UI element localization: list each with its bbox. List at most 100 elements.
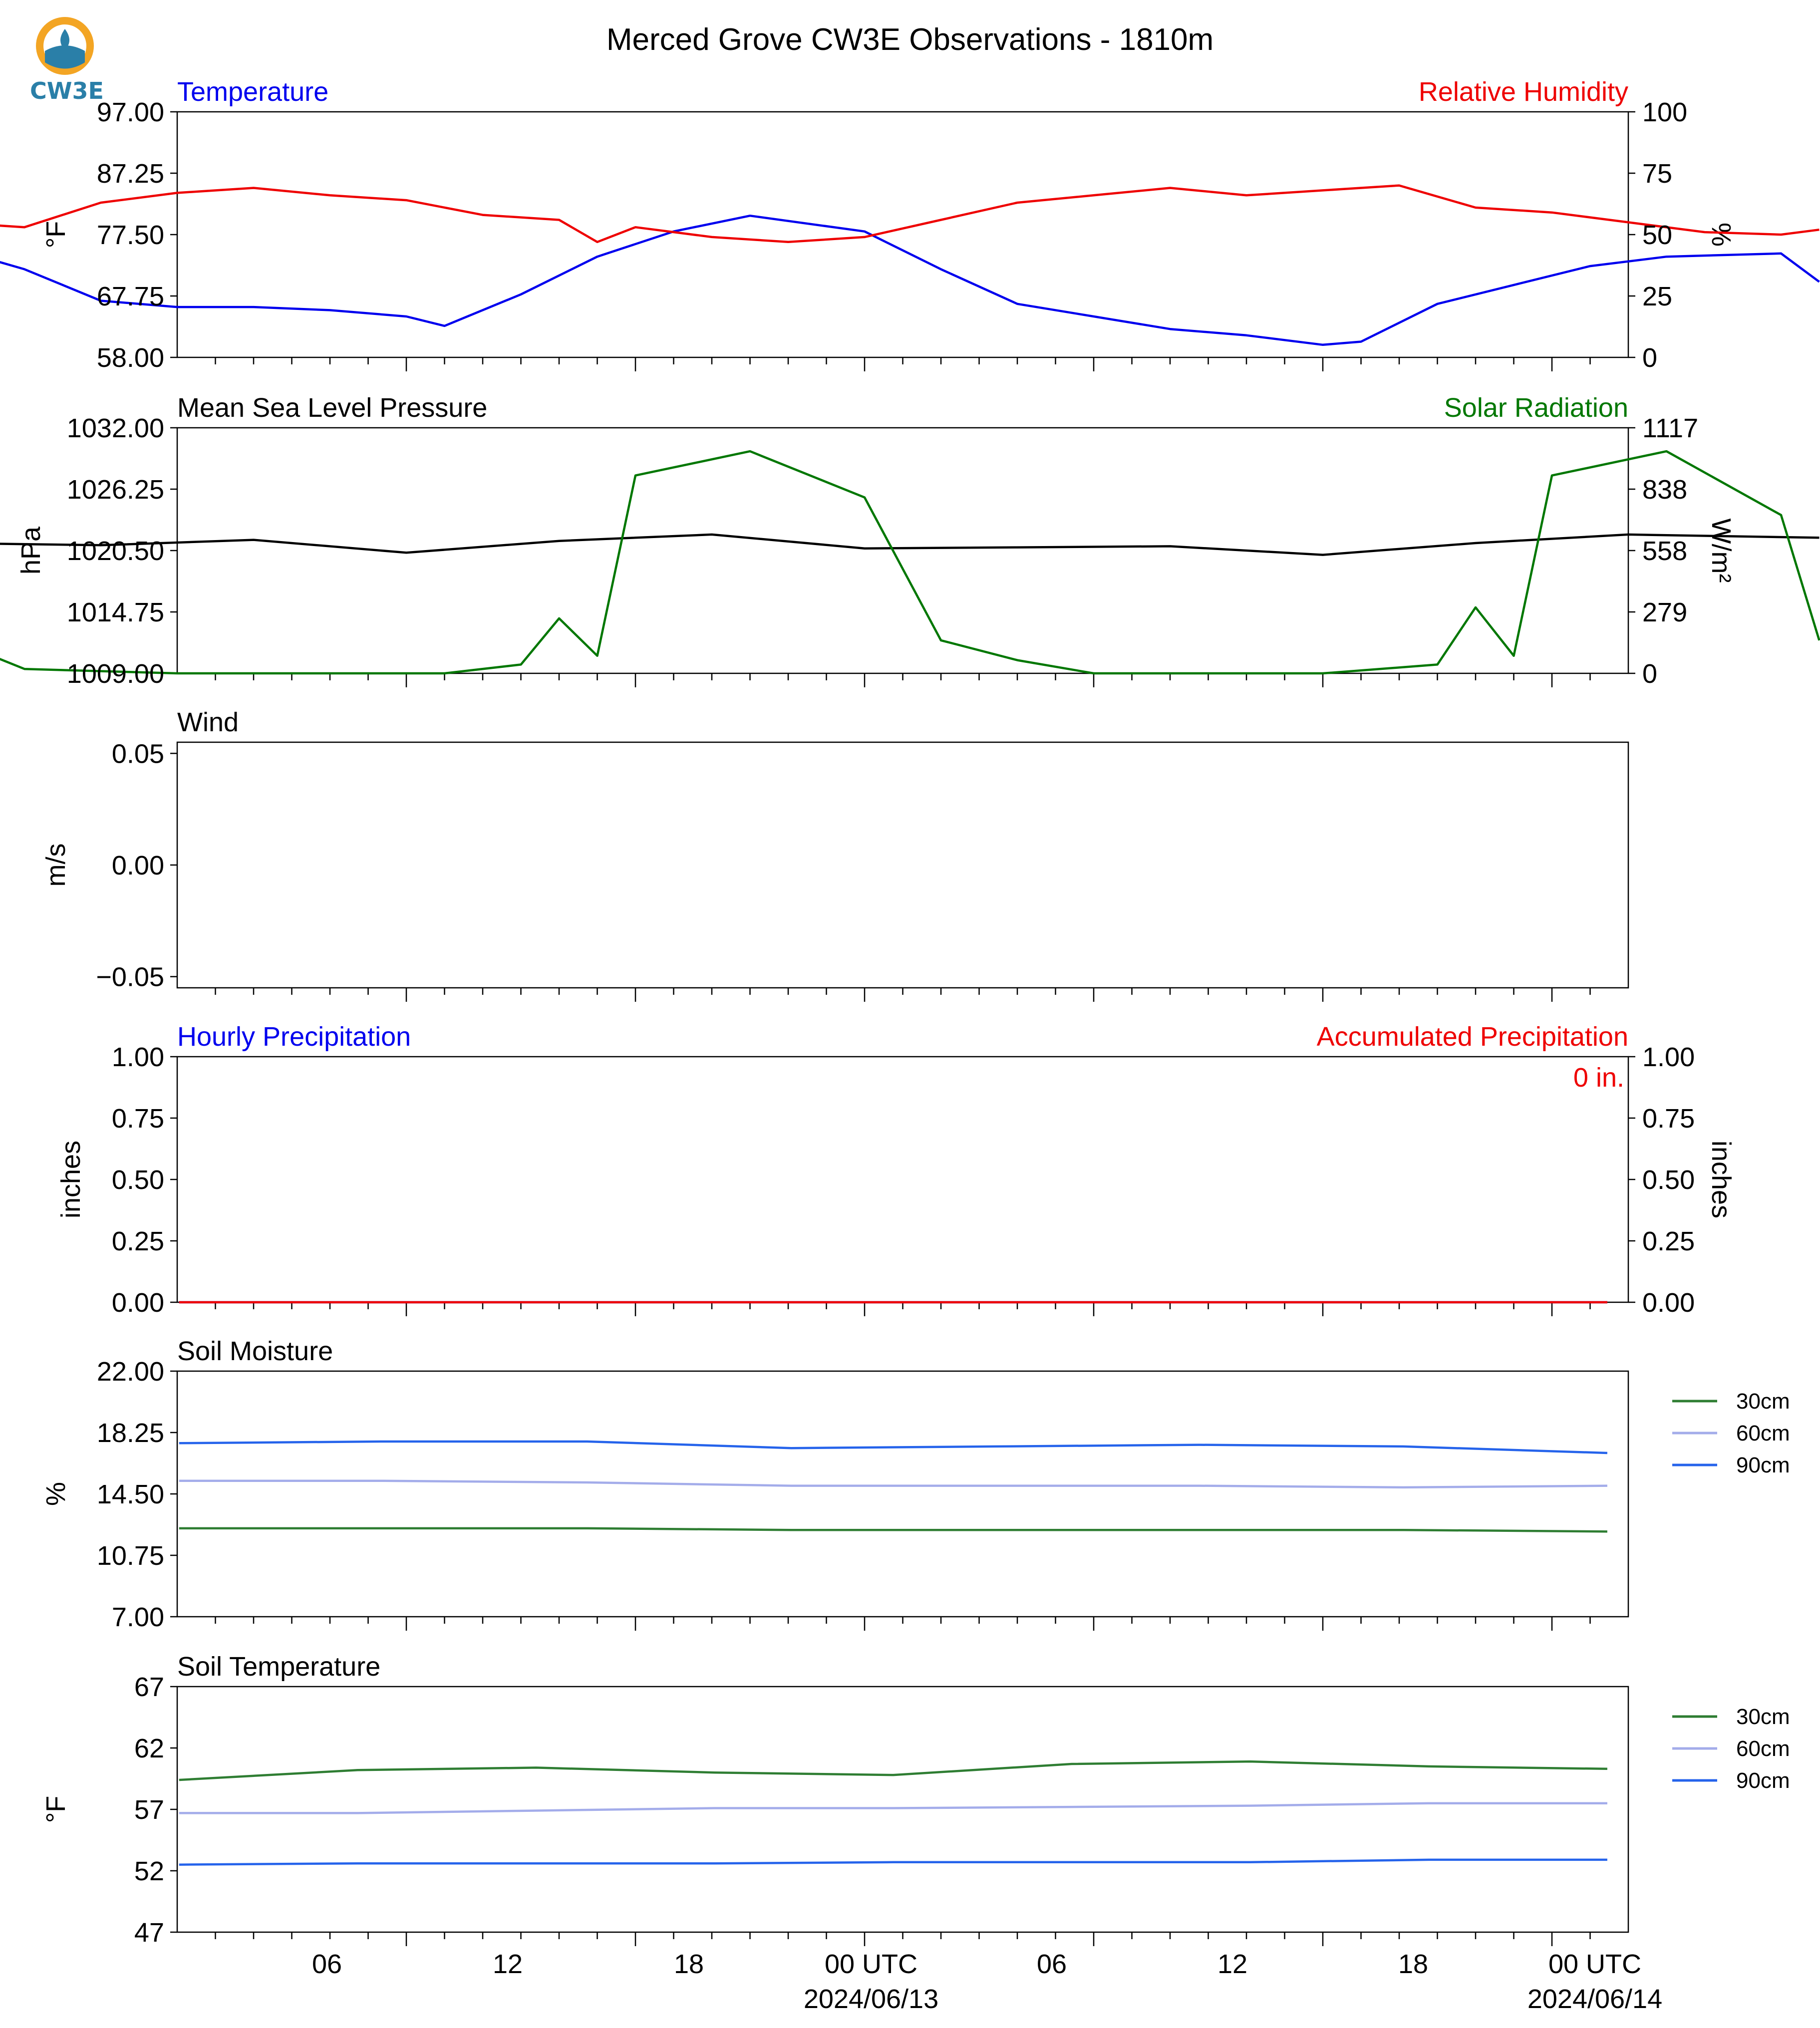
panel-title-left: Mean Sea Level Pressure	[177, 393, 487, 423]
panel-frame	[176, 427, 1629, 674]
x-tick-label: 06	[312, 1949, 342, 1979]
series-line-60cm	[179, 1802, 1607, 1814]
x-tick-label: 18	[674, 1949, 704, 1979]
y-tick-label-right: 0.50	[1642, 1165, 1695, 1195]
y-axis-label: hPa	[16, 526, 46, 575]
panel-title-left: Soil Temperature	[177, 1652, 380, 1682]
y-axis-label-right: %	[1706, 223, 1736, 247]
y-tick-label-right: 25	[1642, 282, 1672, 311]
y-tick-label: 1014.75	[67, 597, 164, 627]
panel-frame	[176, 1370, 1629, 1618]
panel-3: inches inches	[56, 1056, 1736, 1316]
chart-title: Merced Grove CW3E Observations - 1810m	[607, 22, 1213, 57]
x-tick-label: 18	[1398, 1949, 1428, 1979]
panel-title-left: Hourly Precipitation	[177, 1022, 411, 1052]
x-tick-label: 00 UTC	[1548, 1949, 1641, 1979]
series-line-30cm	[179, 1760, 1607, 1781]
panel-title-right: Relative Humidity	[1419, 77, 1628, 107]
logo-text: CW3E	[30, 77, 104, 104]
y-tick-label-right: 75	[1642, 159, 1672, 189]
accumulated-total-label: 0 in.	[1573, 1063, 1624, 1093]
cw3e-logo: CW3E	[30, 15, 104, 105]
y-tick-label: 0.50	[112, 1165, 164, 1195]
y-axis-label: °F	[41, 221, 71, 249]
panel-1: hPa W/m²	[0, 427, 1820, 687]
y-axis-label-right: W/m²	[1706, 519, 1736, 583]
panel-frame	[176, 1056, 1629, 1303]
series-line-mean-sea-level-pressure	[0, 533, 1820, 556]
x-tick-label: 00 UTC	[825, 1949, 917, 1979]
x-tick-label: 12	[1217, 1949, 1247, 1979]
legend-label: 30cm	[1736, 1705, 1790, 1729]
panel-frame	[176, 111, 1629, 358]
y-axis-label: °F	[41, 1796, 71, 1823]
y-tick-label-right: 1117	[1642, 413, 1698, 443]
y-tick-label-right: 1.00	[1642, 1042, 1695, 1072]
y-tick-label-right: 0	[1642, 343, 1657, 373]
y-tick-label: 18.25	[97, 1418, 164, 1448]
y-tick-label: 97.00	[97, 97, 164, 127]
y-tick-label: 14.50	[97, 1479, 164, 1509]
y-tick-label-right: 50	[1642, 220, 1672, 250]
y-tick-label: −0.05	[96, 962, 164, 992]
y-tick-label-right: 0.00	[1642, 1288, 1695, 1318]
series-line-relative-humidity	[0, 184, 1820, 244]
y-tick-label: 10.75	[97, 1541, 164, 1571]
panel-title-right: Accumulated Precipitation	[1317, 1022, 1628, 1052]
y-tick-label: 0.00	[112, 851, 164, 880]
y-tick-label: 0.75	[112, 1104, 164, 1134]
y-tick-label-right: 838	[1642, 475, 1687, 505]
x-tick-label: 12	[493, 1949, 523, 1979]
legend-label: 90cm	[1736, 1768, 1790, 1793]
legend-label: 90cm	[1736, 1453, 1790, 1477]
y-tick-label-right: 279	[1642, 597, 1687, 627]
y-tick-label: 1020.50	[67, 536, 164, 566]
y-tick-label: 1.00	[112, 1042, 164, 1072]
legend-label: 30cm	[1736, 1389, 1790, 1414]
y-tick-label: 58.00	[97, 343, 164, 373]
panel-title-left: Wind	[177, 707, 239, 737]
y-tick-label: 22.00	[97, 1357, 164, 1387]
y-tick-label-right: 558	[1642, 536, 1687, 566]
series-line-temperature	[0, 214, 1820, 346]
panel-frame	[176, 741, 1629, 989]
y-axis-label: m/s	[41, 844, 71, 887]
panel-title-left: Soil Moisture	[177, 1336, 333, 1366]
x-date-label: 2024/06/13	[804, 1984, 938, 2014]
y-tick-label: 62	[134, 1734, 164, 1763]
x-tick-label: 06	[1037, 1949, 1067, 1979]
y-tick-label: 0.05	[112, 739, 164, 769]
y-axis-label-right: inches	[1706, 1141, 1736, 1218]
y-tick-label: 47	[134, 1918, 164, 1948]
series-line-90cm	[179, 1858, 1607, 1866]
series-line-30cm	[179, 1527, 1607, 1533]
y-tick-label: 1032.00	[67, 413, 164, 443]
x-date-label: 2024/06/14	[1527, 1984, 1662, 2014]
series-line-solar-radiation	[0, 450, 1820, 675]
y-tick-label: 67	[134, 1672, 164, 1702]
y-tick-label: 7.00	[112, 1602, 164, 1632]
panel-2: m/s	[41, 741, 1629, 1002]
cw3e-drop-logo-icon	[36, 17, 94, 75]
y-tick-label: 1009.00	[67, 659, 164, 689]
panel-frame	[176, 1686, 1629, 1933]
legend-label: 60cm	[1736, 1421, 1790, 1446]
y-tick-label: 52	[134, 1856, 164, 1886]
y-tick-label: 1026.25	[67, 475, 164, 505]
panel-title-left: Temperature	[177, 77, 328, 107]
y-axis-label: %	[41, 1482, 71, 1506]
y-tick-label: 57	[134, 1795, 164, 1825]
y-tick-label: 67.75	[97, 282, 164, 311]
series-line-60cm	[179, 1479, 1607, 1489]
panel-0: °F%	[0, 111, 1820, 371]
y-tick-label: 77.50	[97, 220, 164, 250]
y-axis-label: inches	[56, 1141, 86, 1218]
panel-4: %	[41, 1370, 1717, 1631]
y-tick-label-right: 100	[1642, 97, 1687, 127]
y-tick-label-right: 0.25	[1642, 1226, 1695, 1256]
y-tick-label: 87.25	[97, 159, 164, 189]
series-line-90cm	[179, 1440, 1607, 1454]
panel-5: °F	[41, 1686, 1717, 1946]
y-tick-label-right: 0	[1642, 659, 1657, 689]
